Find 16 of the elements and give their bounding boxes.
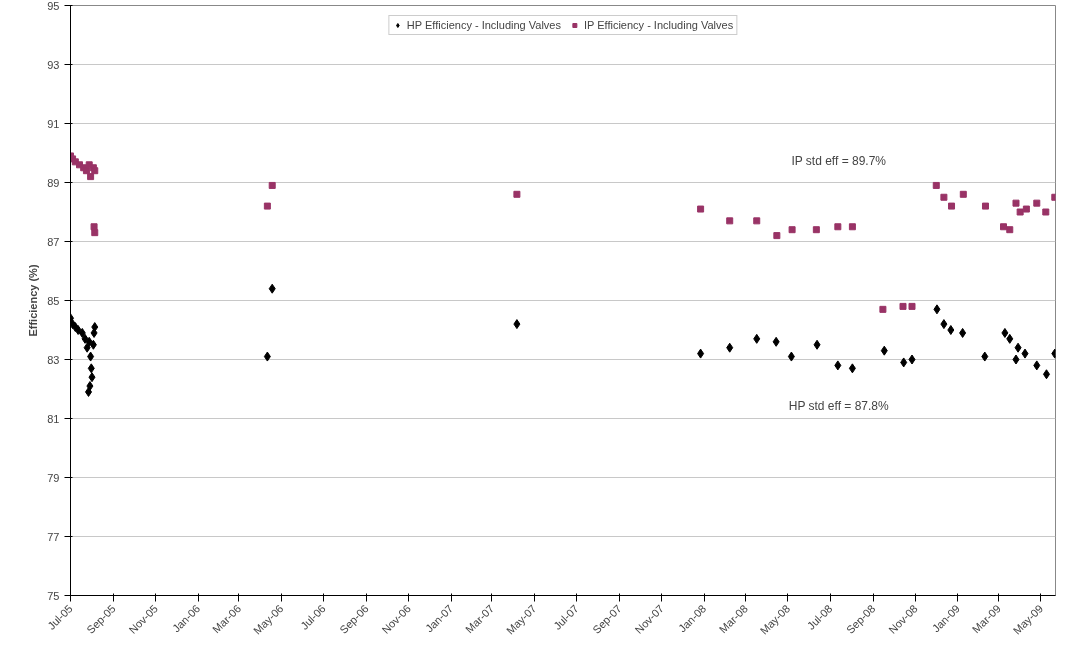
y-tick-label: 89 (47, 176, 60, 189)
y-tick-label: 75 (47, 589, 60, 602)
y-tick-label: 91 (47, 117, 60, 130)
y-axis-title: Efficiency (%) (27, 264, 40, 337)
y-tick-label: 85 (47, 294, 60, 307)
legend-label: IP Efficiency - Including Valves (583, 19, 734, 31)
legend-label: HP Efficiency - Including Valves (406, 19, 561, 31)
y-tick-label: 93 (47, 58, 60, 71)
y-tick-label: 77 (47, 530, 60, 543)
y-tick-label: 79 (47, 471, 60, 484)
y-tick-label: 83 (47, 353, 60, 366)
annotation: HP std eff = 87.8% (788, 398, 889, 413)
y-tick-label: 95 (47, 0, 60, 12)
y-tick-label: 81 (47, 412, 60, 425)
y-tick-label: 87 (47, 235, 60, 248)
annotation: IP std eff = 89.7% (791, 153, 887, 168)
